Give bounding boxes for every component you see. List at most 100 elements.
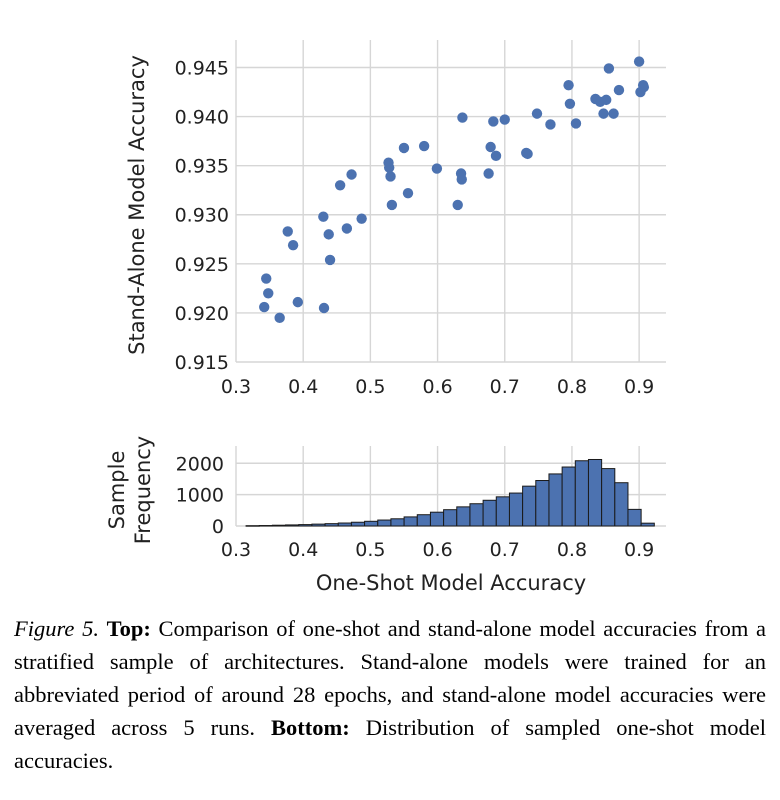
- scatter-point: [287, 239, 299, 251]
- scatter-point: [431, 163, 443, 174]
- scatter-point: [263, 288, 274, 299]
- hist-bar: [548, 473, 563, 527]
- scatter-point: [261, 273, 272, 284]
- figure: 0.3 0.4 0.5 0.6 0.7 0.8 0.9 0.915 0.920 0.925 0.93…: [105, 40, 666, 595]
- hist-x-tick-label: 0.5: [355, 539, 385, 561]
- hist-y-axis-label: Sample: [105, 451, 129, 530]
- hist-bar: [245, 525, 260, 527]
- hist-bar: [627, 508, 642, 527]
- hist-bar: [271, 524, 287, 527]
- scatter-point: [456, 174, 467, 185]
- hist-bar: [311, 523, 326, 527]
- scatter-point: [356, 213, 367, 224]
- scatter-point: [398, 142, 410, 154]
- hist-bar: [390, 518, 405, 527]
- scatter-point: [452, 199, 463, 211]
- hist-x-axis-label: One-Shot Model Accuracy: [316, 571, 586, 595]
- hist-bar: [443, 509, 458, 527]
- scatter-point: [383, 162, 395, 173]
- scatter-point: [282, 226, 293, 237]
- scatter-point: [318, 211, 329, 222]
- hist-bar: [429, 511, 445, 527]
- hist-bar: [640, 522, 655, 527]
- scatter-point: [490, 150, 502, 162]
- hist-x-tick-label: 0.6: [422, 539, 452, 561]
- scatter-y-tick-label: 0.945: [175, 57, 229, 79]
- caption-figure-label: Figure 5.: [14, 616, 99, 641]
- caption-top-text: Comparison of one-shot and stand-alone m…: [14, 616, 767, 740]
- scatter-point: [324, 254, 336, 266]
- hist-bar: [469, 503, 484, 527]
- hist-bar: [416, 514, 431, 527]
- scatter-x-tick-label: 0.3: [221, 376, 251, 398]
- figure-caption: Figure 5. Top: Comparison of one-shot an…: [14, 612, 766, 777]
- scatter-point: [274, 312, 285, 324]
- hist-y-tick-label: 0: [212, 516, 224, 538]
- hist-bar: [535, 480, 550, 527]
- hist-bar: [285, 524, 300, 527]
- scatter-x-tick-label: 0.5: [355, 376, 385, 398]
- caption-bottom-text: Distribution of sampled one-shot model a…: [14, 715, 766, 773]
- scatter-point: [318, 302, 330, 314]
- hist-bar: [495, 496, 510, 527]
- scatter-point: [259, 301, 270, 313]
- hist-bar: [403, 516, 418, 527]
- scatter-point: [570, 118, 582, 129]
- hist-x-tick-label: 0.3: [221, 539, 251, 561]
- scatter-point: [608, 108, 619, 119]
- scatter-point: [601, 94, 612, 106]
- scatter-point: [613, 84, 625, 96]
- hist-bar: [377, 519, 392, 527]
- scatter-point: [522, 148, 533, 160]
- hist-bar: [587, 458, 603, 527]
- hist-bar: [522, 485, 537, 527]
- scatter-point: [488, 116, 499, 127]
- scatter-point: [499, 114, 510, 125]
- scatter-x-tick-label: 0.8: [557, 376, 587, 398]
- hist-bar: [456, 506, 471, 527]
- hist-bar: [364, 520, 379, 527]
- hist-y-tick-label: 1000: [176, 485, 224, 507]
- scatter-point: [334, 180, 346, 191]
- scatter-point: [598, 108, 609, 119]
- scatter-y-tick-label: 0.915: [175, 352, 229, 374]
- scatter-y-tick-label: 0.925: [175, 254, 229, 276]
- scatter-point: [633, 56, 645, 67]
- scatter-point: [531, 108, 543, 119]
- hist-x-tick-label: 0.7: [490, 539, 520, 561]
- caption-top-label: Top:: [106, 616, 151, 641]
- scatter-y-tick-label: 0.920: [175, 303, 229, 325]
- histogram: 0.3 0.4 0.5 0.6 0.7 0.8 0.9 0 1000 2000 Sample Freq…: [105, 436, 666, 595]
- hist-x-tick-label: 0.4: [288, 539, 318, 561]
- scatter-point: [323, 229, 334, 240]
- hist-y-axis-label: Frequency: [131, 436, 155, 545]
- scatter-point: [638, 81, 650, 93]
- caption-bottom-label: Bottom:: [271, 715, 350, 740]
- scatter-x-tick-label: 0.7: [490, 376, 520, 398]
- scatter-point: [385, 171, 396, 182]
- hist-x-tick-label: 0.9: [624, 539, 654, 561]
- scatter-y-tick-label: 0.935: [175, 156, 229, 178]
- scatter-plot: 0.3 0.4 0.5 0.6 0.7 0.8 0.9 0.915 0.920 0.925 0.93…: [125, 40, 666, 398]
- scatter-y-tick-label: 0.930: [175, 205, 229, 227]
- scatter-point: [346, 169, 357, 180]
- hist-bar: [601, 468, 616, 527]
- scatter-point: [457, 112, 468, 123]
- scatter-point: [483, 168, 494, 179]
- scatter-y-axis-label: Stand-Alone Model Accuracy: [125, 55, 149, 355]
- hist-bar: [258, 525, 273, 527]
- scatter-point: [402, 187, 414, 199]
- hist-bar: [337, 522, 352, 527]
- scatter-point: [563, 79, 574, 91]
- scatter-x-tick-label: 0.4: [288, 376, 318, 398]
- scatter-point: [418, 140, 430, 152]
- scatter-point: [292, 296, 304, 308]
- scatter-x-tick-label: 0.9: [624, 376, 654, 398]
- scatter-point: [564, 98, 576, 110]
- hist-bar: [508, 492, 524, 527]
- scatter-x-tick-label: 0.6: [422, 376, 452, 398]
- hist-bar: [350, 521, 366, 527]
- hist-bar: [574, 460, 589, 527]
- hist-bar: [298, 524, 313, 527]
- hist-bar: [324, 523, 339, 527]
